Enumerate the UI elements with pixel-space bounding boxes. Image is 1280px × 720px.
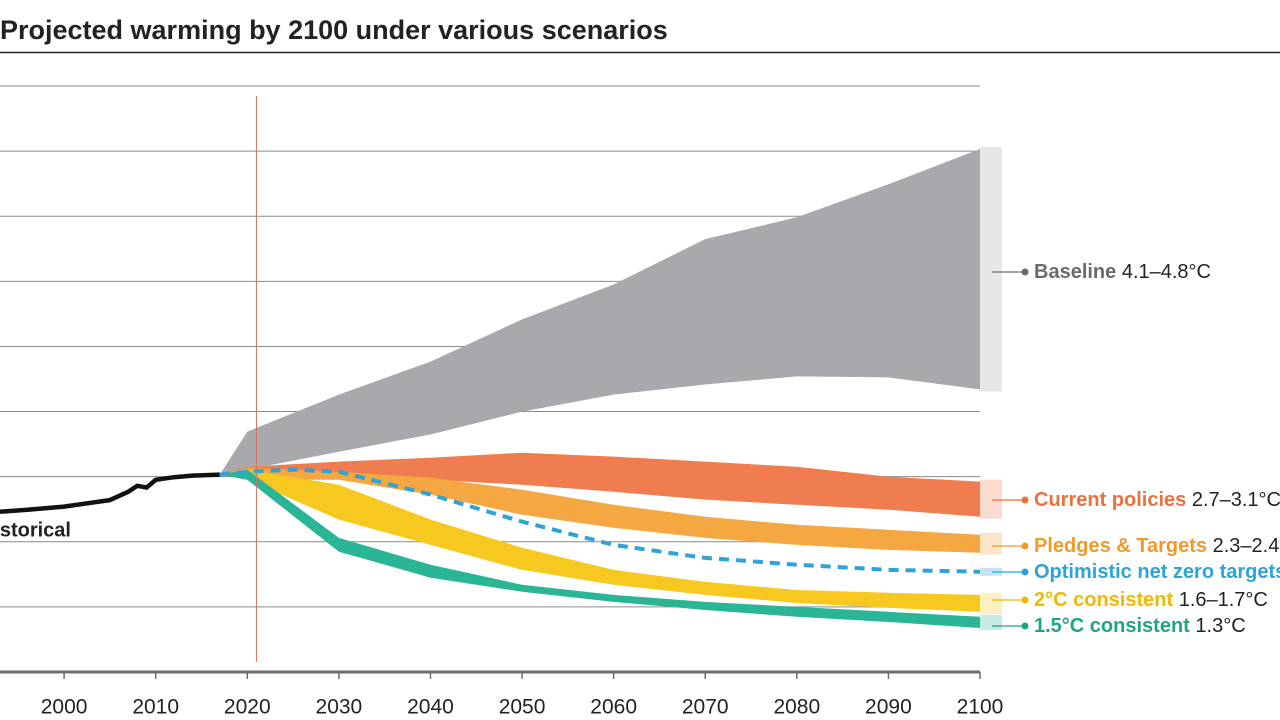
- x-tick-label: 2030: [316, 696, 363, 719]
- scenario-warming: 1.6–1.7°C: [1179, 589, 1268, 611]
- range-marker: [980, 614, 1002, 630]
- scenario-label: 1.5°C consistent 1.3°C: [1034, 615, 1246, 637]
- range-marker: [980, 479, 1002, 519]
- scenario-label: Baseline 4.1–4.8°C: [1034, 261, 1211, 283]
- scenario-band: [219, 452, 981, 517]
- connector-dot: [1021, 596, 1029, 604]
- connector-dot: [1021, 268, 1029, 276]
- scenario-name: 2°C consistent: [1034, 589, 1173, 611]
- scenario-name: 1.5°C consistent: [1034, 615, 1190, 637]
- x-tick-label: 2020: [224, 696, 271, 719]
- scenario-name: Pledges & Targets: [1034, 535, 1207, 557]
- chart-title: Projected warming by 2100 under various …: [0, 15, 668, 45]
- scenario-band: [219, 469, 981, 612]
- scenario-label: Current policies 2.7–3.1°C: [1034, 489, 1280, 511]
- x-tick-label: 2070: [682, 696, 729, 719]
- dashed-line: [219, 467, 981, 574]
- scenario-warming: 2.7–3.1°C: [1192, 489, 1280, 511]
- scenario-name: Optimistic net zero targets: [1034, 561, 1280, 583]
- range-marker: [980, 147, 1002, 392]
- scenario-warming: 2.3–2.4°C: [1213, 535, 1280, 557]
- scenario-name: Baseline: [1034, 261, 1116, 283]
- range-marker: [980, 567, 1002, 576]
- scenario-warming: 1.3°C: [1195, 615, 1245, 637]
- series-label: Historical: [0, 519, 71, 541]
- connector-dot: [1021, 542, 1029, 550]
- history-line: [0, 472, 220, 515]
- x-tick-label: 2060: [590, 696, 637, 719]
- x-tick-label: 2040: [407, 696, 454, 719]
- x-tick-label: 2100: [957, 696, 1004, 719]
- scenario-name: Current policies: [1034, 489, 1186, 511]
- scenario-band: [219, 149, 981, 475]
- scenario-label: Optimistic net zero targets: [1034, 561, 1280, 583]
- range-marker: [980, 592, 1002, 614]
- x-tick-label: 2050: [499, 696, 546, 719]
- x-tick-label: 2010: [132, 696, 179, 719]
- range-marker: [980, 532, 1002, 555]
- connector-dot: [1021, 568, 1029, 576]
- connector-dot: [1021, 496, 1029, 504]
- scenario-warming: 4.1–4.8°C: [1122, 261, 1211, 283]
- scenario-label: Pledges & Targets 2.3–2.4°C: [1034, 535, 1280, 557]
- scenario-band: [219, 469, 981, 628]
- x-tick-label: 2090: [865, 696, 912, 719]
- x-tick-label: 2080: [773, 696, 820, 719]
- scenario-label: 2°C consistent 1.6–1.7°C: [1034, 589, 1268, 611]
- x-tick-label: 2000: [41, 696, 88, 719]
- connector-dot: [1021, 622, 1029, 630]
